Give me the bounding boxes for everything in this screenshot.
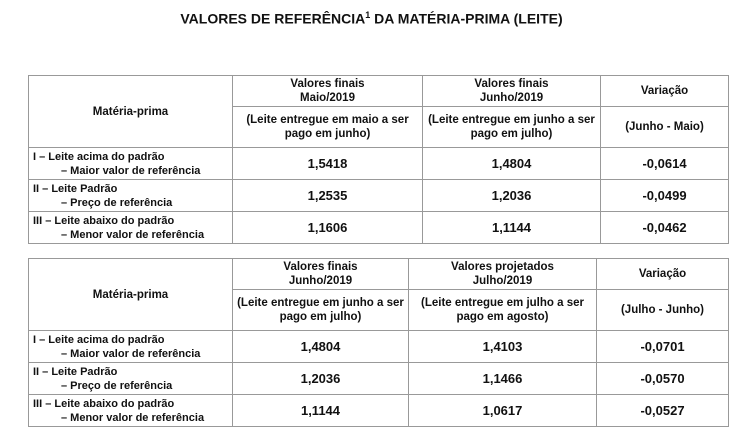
row-name: III – Leite abaixo do padrão [33,214,175,227]
variation-note: (Junho - Maio) [600,106,729,148]
column-title: Valores finais [290,78,365,90]
row-name: I – Leite acima do padrão [33,333,165,346]
variation-cell: -0,0614 [600,147,729,180]
value-cell: 1,2535 [232,179,423,212]
row-sub: – Maior valor de referência [61,164,201,177]
row-sub: – Preço de referência [61,379,173,392]
row-header: Matéria-prima [28,258,233,331]
row-sub: – Menor valor de referência [61,411,205,424]
column-header: Valores finais Junho/2019 [232,258,409,290]
variation-cell: -0,0570 [596,362,729,395]
row-sub: – Preço de referência [61,196,173,209]
value-cell: 1,1606 [232,211,423,244]
header-row: (Leite entregue em maio a ser pago em ju… [29,106,729,148]
column-period: Maio/2019 [300,92,355,104]
column-title: Valores finais [283,261,358,273]
row-name: I – Leite acima do padrão [33,150,165,163]
column-note: (Leite entregue em junho a ser pago em j… [422,106,601,148]
column-header: Valores projetados Julho/2019 [408,258,597,290]
data-row: I – Leite acima do padrão – Maior valor d… [28,147,729,180]
column-period: Junho/2019 [479,92,544,104]
data-row: I – Leite acima do padrão – Maior valor d… [28,330,729,363]
variation-header: Variação [596,258,729,290]
value-cell: 1,2036 [232,362,409,395]
data-row: III – Leite abaixo do padrão – Menor valo… [28,211,729,244]
row-label: I – Leite acima do padrão – Maior valor d… [28,147,233,180]
variation-header: Variação [600,75,729,107]
value-cell: 1,1144 [232,394,409,427]
row-header: Matéria-prima [28,75,233,148]
row-label: II – Leite Padrão – Preço de referência [28,362,233,395]
title-text: VALORES DE REFERÊNCIA [180,10,366,27]
column-title: Valores finais [474,78,549,90]
header-row: (Leite entregue em junho a ser pago em j… [29,289,729,331]
value-cell: 1,5418 [232,147,423,180]
row-name: III – Leite abaixo do padrão [33,397,175,410]
value-cell: 1,4804 [232,330,409,363]
value-cell: 1,0617 [408,394,597,427]
variation-cell: -0,0527 [596,394,729,427]
variation-cell: -0,0499 [600,179,729,212]
data-row: II – Leite Padrão – Preço de referência 1,… [28,362,729,395]
column-title: Valores projetados [451,261,554,273]
reference-table: Matéria-prima Valores finais Maio/2019 Valo… [28,75,729,244]
column-header: Valores finais Junho/2019 [422,75,601,107]
column-period: Junho/2019 [288,275,353,287]
row-name: II – Leite Padrão [33,182,118,195]
value-cell: 1,4103 [408,330,597,363]
column-note: (Leite entregue em junho a ser pago em j… [232,289,409,331]
variation-note: (Julho - Junho) [596,289,729,331]
value-cell: 1,1466 [408,362,597,395]
value-cell: 1,4804 [422,147,601,180]
column-period: Julho/2019 [472,275,533,287]
footnote-mark: 1 [365,10,371,20]
data-row: III – Leite abaixo do padrão – Menor valo… [28,394,729,427]
variation-cell: -0,0462 [600,211,729,244]
row-name: II – Leite Padrão [33,365,118,378]
column-header: Valores finais Maio/2019 [232,75,423,107]
column-note: (Leite entregue em maio a ser pago em ju… [232,106,423,148]
row-sub: – Maior valor de referência [61,347,201,360]
data-row: II – Leite Padrão – Preço de referência 1,… [28,179,729,212]
row-label: II – Leite Padrão – Preço de referência [28,179,233,212]
reference-table: Matéria-prima Valores finais Junho/2019 Val… [28,258,729,427]
header-row: Matéria-prima Valores finais Maio/2019 Valo… [28,75,729,148]
column-note: (Leite entregue em julho a ser pago em a… [408,289,597,331]
variation-cell: -0,0701 [596,330,729,363]
title-rest: DA MATÉRIA-PRIMA (LEITE) [370,10,563,27]
header-row: Matéria-prima Valores finais Junho/2019 Val… [28,258,729,331]
value-cell: 1,2036 [422,179,601,212]
value-cell: 1,1144 [422,211,601,244]
row-label: I – Leite acima do padrão – Maior valor d… [28,330,233,363]
row-label: III – Leite abaixo do padrão – Menor valo… [28,211,233,244]
title: VALORES DE REFERÊNCIA1 DA MATÉRIA-PRIMA … [0,10,743,27]
row-label: III – Leite abaixo do padrão – Menor valo… [28,394,233,427]
row-sub: – Menor valor de referência [61,228,205,241]
